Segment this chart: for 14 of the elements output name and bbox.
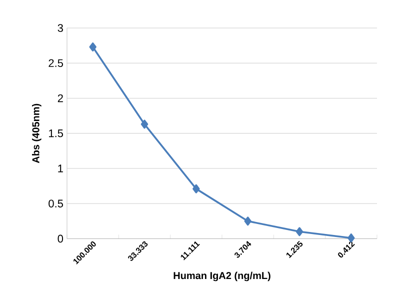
y-axis-title: Abs (405nm): [32, 104, 42, 164]
point: [140, 120, 148, 129]
y-tick-label: 0.5: [48, 200, 63, 208]
y-tick-label: 1: [58, 164, 63, 172]
point: [89, 42, 96, 52]
y-tick-label: 1.5: [49, 130, 63, 138]
y-tick-label: 2: [58, 94, 63, 102]
y-tick-label: 3: [58, 24, 63, 32]
y-tick-label: 0: [58, 234, 64, 243]
point: [244, 216, 252, 226]
y-tick-label: 2.5: [48, 59, 63, 68]
point: [296, 227, 304, 236]
x-axis-title: Human IgA2 (ng/mL): [174, 272, 270, 282]
point: [192, 184, 200, 194]
